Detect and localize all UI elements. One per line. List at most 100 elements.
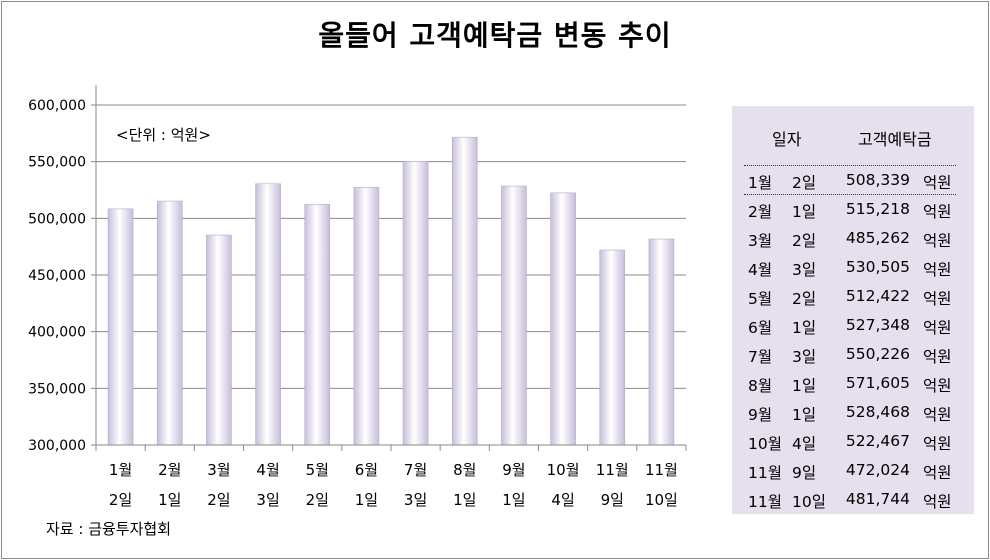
- row-day: 4일: [792, 435, 817, 453]
- x-tick-label-month: 11월: [645, 461, 678, 479]
- row-day: 9일: [792, 464, 817, 482]
- row-month: 2월: [748, 203, 773, 221]
- row-month: 4월: [748, 261, 773, 279]
- bar: [353, 187, 380, 446]
- row-value: 472,024: [845, 461, 910, 479]
- chart-title: 올들어 고객예탁금 변동 추이: [318, 19, 672, 52]
- bar: [304, 203, 331, 446]
- row-unit: 억원: [923, 435, 952, 453]
- header-divider: [744, 165, 956, 166]
- bar: [550, 192, 576, 446]
- y-tick-label: 350,000: [28, 381, 86, 397]
- bars: [107, 136, 675, 446]
- row-month: 8월: [748, 377, 773, 395]
- table-row: 3월 2일 485,262 억원: [732, 225, 974, 254]
- bar: [156, 200, 183, 446]
- x-tick-label-month: 9월: [502, 461, 525, 479]
- row-day: 2일: [792, 232, 817, 250]
- x-tick-label-day: 9일: [601, 491, 624, 509]
- x-tick-label-day: 4일: [551, 491, 574, 509]
- row-value: 515,218: [845, 200, 910, 218]
- bar: [402, 161, 429, 446]
- row-value: 508,339: [845, 171, 910, 189]
- bar: [451, 136, 478, 446]
- table-header: 일자 고객예탁금: [732, 106, 974, 164]
- x-tick-label-day: 1일: [453, 491, 476, 509]
- x-tick-label-month: 4월: [256, 461, 279, 479]
- table-row: 8월 1일 571,605 억원: [732, 370, 974, 399]
- row-value: 522,467: [845, 432, 910, 450]
- row-value: 550,226: [845, 345, 910, 363]
- x-tick-label-month: 6월: [355, 461, 378, 479]
- unit-label: <단위 : 억원>: [116, 126, 211, 144]
- bar: [107, 208, 134, 446]
- x-tick-label-day: 3일: [404, 491, 427, 509]
- x-tick-label-day: 1일: [158, 491, 181, 509]
- x-tick-label-month: 8월: [453, 461, 476, 479]
- bar: [206, 234, 232, 446]
- row-month: 3월: [748, 232, 773, 250]
- y-tick-label: 450,000: [28, 268, 86, 284]
- axes: 300,000 350,000 400,000 450,000 500,000 550,0…: [28, 85, 687, 509]
- row-day: 10일: [792, 493, 826, 511]
- row-day: 1일: [792, 319, 817, 337]
- source-note: 자료 : 금융투자협회: [46, 520, 171, 538]
- x-tick-label-month: 2월: [158, 461, 181, 479]
- table-row: 11월 9일 472,024 억원: [732, 457, 974, 486]
- table-row: 4월 3일 530,505 억원: [732, 254, 974, 283]
- x-tick-label-month: 7월: [404, 461, 427, 479]
- row-month: 7월: [748, 348, 773, 366]
- table-row: 2월 1일 515,218 억원: [732, 196, 974, 225]
- row-day: 1일: [792, 377, 817, 395]
- row-unit: 억원: [923, 232, 952, 250]
- table-row: 10월 4일 522,467 억원: [732, 428, 974, 457]
- x-tick-label-month: 10월: [547, 461, 580, 479]
- grid-lines: [91, 104, 686, 446]
- table-row: 9월 1일 528,468 억원: [732, 399, 974, 428]
- row-value: 527,348: [845, 316, 910, 334]
- row-unit: 억원: [923, 174, 952, 192]
- row-day: 2일: [792, 290, 817, 308]
- row-value: 512,422: [845, 287, 910, 305]
- x-tick-label-day: 1일: [355, 491, 378, 509]
- header-date: 일자: [772, 130, 802, 149]
- y-tick-label: 400,000: [28, 325, 86, 341]
- row-unit: 억원: [923, 203, 952, 221]
- table-row: 11월 10일 481,744 억원: [732, 486, 974, 515]
- row-unit: 억원: [923, 290, 952, 308]
- row-unit: 억원: [923, 464, 952, 482]
- table-row: 5월 2일 512,422 억원: [732, 283, 974, 312]
- table-row: 1월 2일 508,339 억원: [732, 167, 974, 196]
- row-unit: 억원: [923, 493, 952, 511]
- header-amount: 고객예탁금: [858, 130, 932, 149]
- table-row: 6월 1일 527,348 억원: [732, 312, 974, 341]
- x-tick-label-month: 5월: [306, 461, 329, 479]
- data-table: 일자 고객예탁금 1월 2일 508,339 억원 2월 1일 515,218 억원 3월 2일 4…: [732, 106, 974, 514]
- y-tick-label: 600,000: [28, 98, 86, 114]
- y-tick-label: 550,000: [28, 155, 86, 171]
- row-unit: 억원: [923, 319, 952, 337]
- x-tick-label-day: 2일: [109, 491, 132, 509]
- row-month: 9월: [748, 406, 773, 424]
- row-value: 485,262: [845, 229, 910, 247]
- row-day: 3일: [792, 348, 817, 366]
- row-month: 5월: [748, 290, 773, 308]
- bar: [648, 238, 675, 446]
- bar: [501, 185, 527, 446]
- x-tick-label-day: 2일: [306, 491, 329, 509]
- row-unit: 억원: [923, 348, 952, 366]
- row-month: 1월: [748, 174, 773, 192]
- x-tick-label-day: 3일: [256, 491, 279, 509]
- bar: [255, 183, 281, 446]
- row-value: 571,605: [845, 374, 910, 392]
- y-tick-label: 300,000: [28, 438, 86, 454]
- row-day: 1일: [792, 203, 817, 221]
- row-value: 481,744: [845, 490, 910, 508]
- row-unit: 억원: [923, 377, 952, 395]
- row-month: 6월: [748, 319, 773, 337]
- row-unit: 억원: [923, 261, 952, 279]
- x-tick-label-day: 10일: [645, 491, 678, 509]
- x-tick-label-month: 3월: [207, 461, 230, 479]
- row-month: 11월: [748, 493, 782, 511]
